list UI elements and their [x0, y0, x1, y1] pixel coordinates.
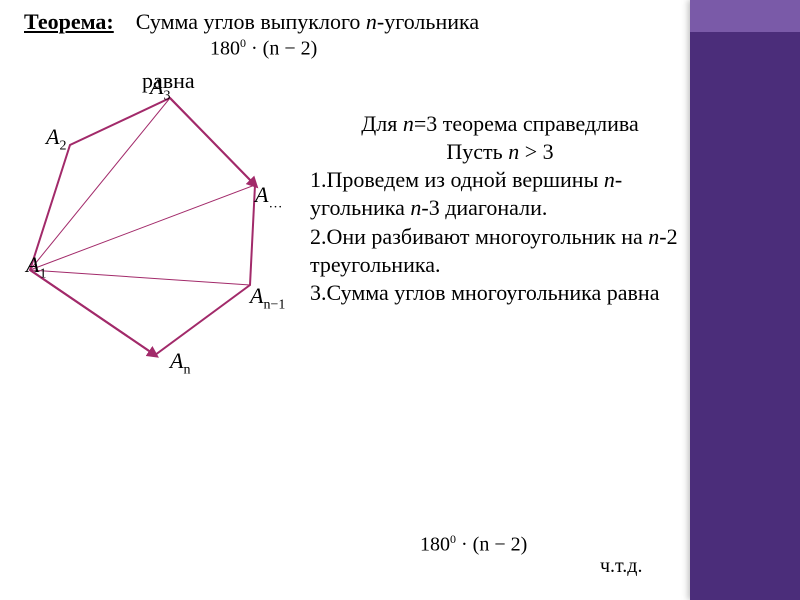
proof-l2n: n	[508, 139, 519, 164]
side-band	[690, 0, 800, 600]
theorem-label: Теорема:	[24, 9, 114, 34]
proof-s1c: -3 диагонали.	[421, 195, 547, 220]
vertex-label-A1: A1	[26, 252, 46, 282]
proof-s3: 3.Сумма углов многоугольника равна	[310, 280, 659, 305]
proof-s2n: n	[648, 224, 659, 249]
proof-s2a: 2.Они разбивают многоугольник на	[310, 224, 648, 249]
theorem-n: n	[366, 9, 377, 34]
proof-l1b: =3 теорема справедлива	[414, 111, 639, 136]
proof-l2b: > 3	[519, 139, 553, 164]
proof-formula: 1800 · (n − 2)	[420, 532, 527, 557]
theorem-formula: 1800 · (n − 2)	[210, 36, 317, 61]
side-band-corner	[690, 0, 800, 32]
vertex-label-A2: A2	[46, 124, 66, 154]
qed: ч.т.д.	[600, 555, 642, 578]
proof-s1n2: n	[410, 195, 421, 220]
proof-s1n: n	[604, 167, 615, 192]
theorem-text-1: Сумма углов выпуклого	[136, 9, 366, 34]
vertex-label-An: An	[170, 348, 190, 378]
proof-l1a: Для	[361, 111, 403, 136]
theorem-text-2: -угольника	[377, 9, 479, 34]
vertex-label-A3: A3	[150, 74, 170, 104]
proof-l1n: n	[403, 111, 414, 136]
vertex-label-An1: An−1	[250, 283, 285, 313]
proof-s1a: 1.Проведем из одной вершины	[310, 167, 604, 192]
theorem-statement: Теорема: Сумма углов выпуклого n-угольни…	[24, 8, 544, 36]
vertex-label-Ad: A…	[255, 182, 282, 212]
proof-l2a: Пусть	[446, 139, 508, 164]
proof-body: Для n=3 теорема справедлива Пусть n > 3 …	[310, 110, 690, 307]
